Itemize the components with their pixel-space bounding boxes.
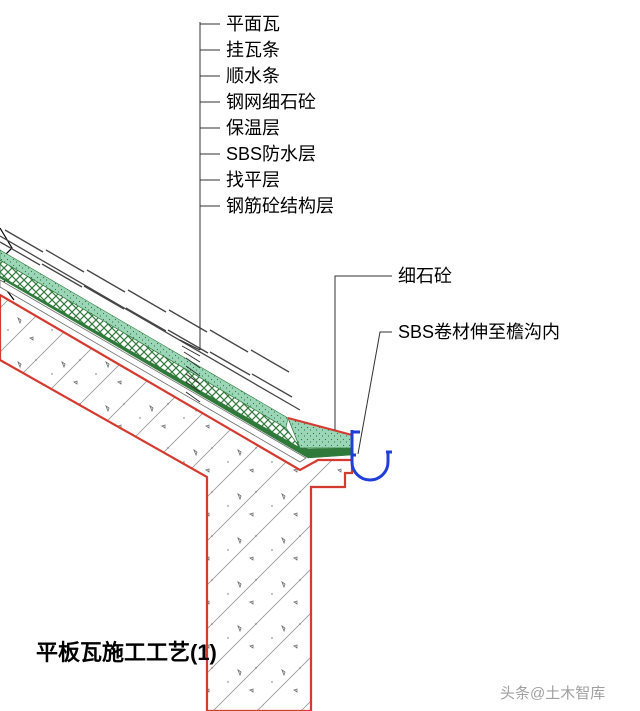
leaders-upper — [180, 22, 220, 402]
label-insulation: 保温层 — [226, 118, 280, 138]
label-water-strip: 顺水条 — [226, 66, 280, 86]
diagram-title: 平板瓦施工工艺(1) — [36, 640, 217, 665]
label-flat-tile: 平面瓦 — [226, 14, 280, 34]
labels-right: 细石砼 SBS卷材伸至檐沟内 — [398, 266, 560, 342]
watermark: 头条@土木智库 — [500, 684, 605, 702]
labels-upper: 平面瓦 挂瓦条 顺水条 钢网细石砼 保温层 SBS防水层 找平层 钢筋砼结构层 — [226, 14, 334, 216]
label-sbs-waterproof: SBS防水层 — [226, 144, 316, 164]
label-rc-structure: 钢筋砼结构层 — [226, 196, 334, 216]
gutter — [352, 430, 392, 480]
leaders-right — [335, 276, 392, 454]
label-fine-concrete: 细石砼 — [398, 266, 452, 286]
label-mesh-concrete: 钢网细石砼 — [226, 92, 316, 112]
diagram-svg: 平面瓦 挂瓦条 顺水条 钢网细石砼 保温层 SBS防水层 找平层 钢筋砼结构层 … — [0, 0, 640, 711]
label-leveling: 找平层 — [226, 170, 280, 190]
label-sbs-gutter: SBS卷材伸至檐沟内 — [398, 322, 560, 342]
label-tile-batten: 挂瓦条 — [226, 40, 280, 60]
